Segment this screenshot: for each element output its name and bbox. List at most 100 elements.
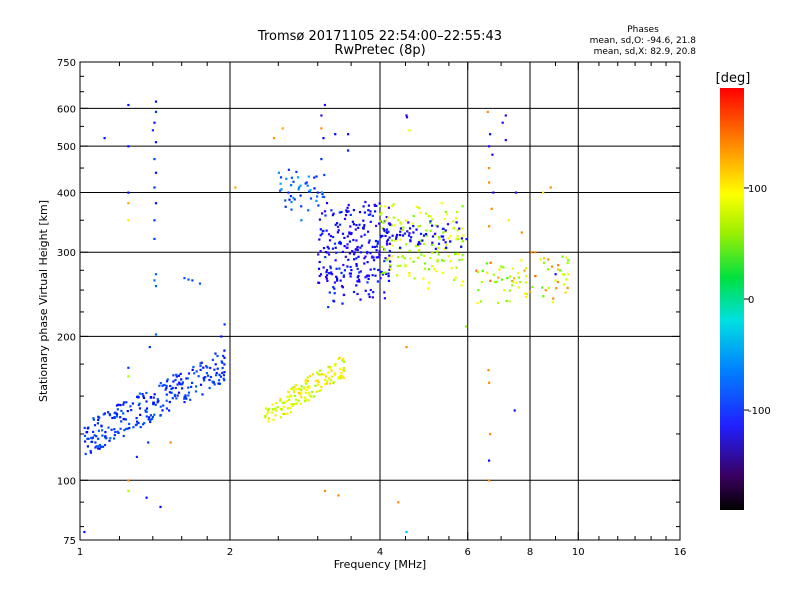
echo-point bbox=[307, 175, 310, 178]
echo-point bbox=[382, 221, 385, 224]
echo-point bbox=[426, 287, 429, 290]
echo-point bbox=[317, 267, 321, 270]
echo-point bbox=[330, 209, 333, 212]
echo-point bbox=[399, 230, 402, 233]
echo-point bbox=[377, 256, 380, 259]
echo-point bbox=[304, 379, 307, 382]
echo-point bbox=[388, 254, 391, 257]
echo-point bbox=[318, 274, 321, 278]
echo-point bbox=[159, 405, 162, 408]
echo-point bbox=[139, 413, 142, 416]
echo-point bbox=[148, 416, 151, 419]
echo-point bbox=[434, 247, 437, 250]
echo-point bbox=[346, 235, 349, 238]
echo-point bbox=[517, 276, 520, 279]
echo-point bbox=[92, 417, 95, 420]
echo-point bbox=[380, 234, 383, 237]
echo-point bbox=[349, 225, 352, 228]
echo-point bbox=[317, 381, 320, 384]
echo-point bbox=[369, 213, 372, 216]
echo-point bbox=[369, 288, 372, 292]
echo-point bbox=[266, 409, 269, 412]
echo-point bbox=[515, 191, 518, 194]
echo-point bbox=[191, 279, 194, 282]
echo-point bbox=[154, 110, 158, 113]
echo-point bbox=[366, 261, 369, 264]
echo-point bbox=[498, 268, 501, 271]
echo-point bbox=[343, 293, 346, 296]
echo-point bbox=[302, 386, 306, 389]
echo-point bbox=[328, 377, 331, 380]
echo-point bbox=[456, 235, 459, 238]
echo-point bbox=[211, 358, 214, 361]
echo-point bbox=[86, 427, 89, 430]
echo-point bbox=[506, 277, 509, 280]
echo-point bbox=[341, 232, 345, 235]
echo-point bbox=[436, 225, 439, 228]
echo-point bbox=[86, 431, 89, 434]
echo-point bbox=[205, 372, 208, 375]
echo-point bbox=[113, 434, 116, 437]
echo-point bbox=[363, 211, 366, 214]
echo-point bbox=[84, 452, 87, 456]
echo-point bbox=[144, 409, 147, 412]
x-tick-label: 8 bbox=[527, 547, 533, 558]
echo-point bbox=[362, 205, 365, 208]
echo-point bbox=[437, 253, 440, 256]
echo-point bbox=[297, 188, 300, 191]
echo-point bbox=[367, 293, 370, 296]
echo-point bbox=[550, 265, 554, 268]
echo-point bbox=[293, 198, 296, 201]
echo-point bbox=[297, 392, 301, 395]
echo-point bbox=[424, 212, 428, 215]
echo-point bbox=[346, 246, 349, 249]
echo-point bbox=[399, 238, 402, 241]
echo-point bbox=[127, 103, 130, 107]
echo-point bbox=[165, 399, 168, 402]
echo-point bbox=[177, 391, 181, 394]
echo-point bbox=[501, 121, 504, 124]
echo-point bbox=[131, 402, 134, 405]
echo-point bbox=[152, 401, 155, 404]
echo-point bbox=[158, 384, 161, 387]
echo-point bbox=[567, 273, 570, 276]
echo-point bbox=[316, 379, 319, 382]
echo-point bbox=[267, 420, 270, 423]
echo-point bbox=[159, 382, 162, 385]
echo-point bbox=[431, 235, 435, 238]
echo-point bbox=[127, 202, 130, 205]
echo-point bbox=[314, 384, 317, 387]
echo-point bbox=[379, 277, 382, 280]
echo-point bbox=[372, 259, 376, 262]
echo-point bbox=[127, 366, 130, 369]
echo-point bbox=[136, 420, 139, 423]
echo-point bbox=[315, 199, 318, 202]
echo-point bbox=[351, 220, 354, 223]
echo-point bbox=[341, 302, 344, 305]
echo-point bbox=[375, 249, 378, 252]
echo-point bbox=[504, 114, 507, 117]
echo-point bbox=[300, 396, 303, 399]
echo-point bbox=[357, 226, 360, 229]
echo-point bbox=[137, 421, 140, 425]
echo-point bbox=[390, 204, 393, 208]
echo-point bbox=[420, 253, 423, 256]
echo-point bbox=[285, 400, 289, 403]
echo-point bbox=[488, 459, 491, 462]
echo-point bbox=[115, 415, 119, 418]
echo-point bbox=[369, 220, 372, 223]
echo-point bbox=[299, 184, 302, 187]
echo-point bbox=[441, 235, 445, 238]
echo-point bbox=[179, 372, 182, 375]
echo-point bbox=[358, 211, 362, 214]
echo-point bbox=[279, 189, 282, 192]
echo-point bbox=[191, 368, 194, 371]
echo-point bbox=[379, 213, 382, 216]
echo-point bbox=[274, 402, 277, 405]
echo-point bbox=[399, 227, 402, 230]
echo-point bbox=[322, 247, 326, 250]
echo-point bbox=[555, 287, 558, 290]
echo-point bbox=[318, 373, 321, 376]
echo-point bbox=[413, 277, 416, 280]
echo-point bbox=[306, 388, 309, 391]
